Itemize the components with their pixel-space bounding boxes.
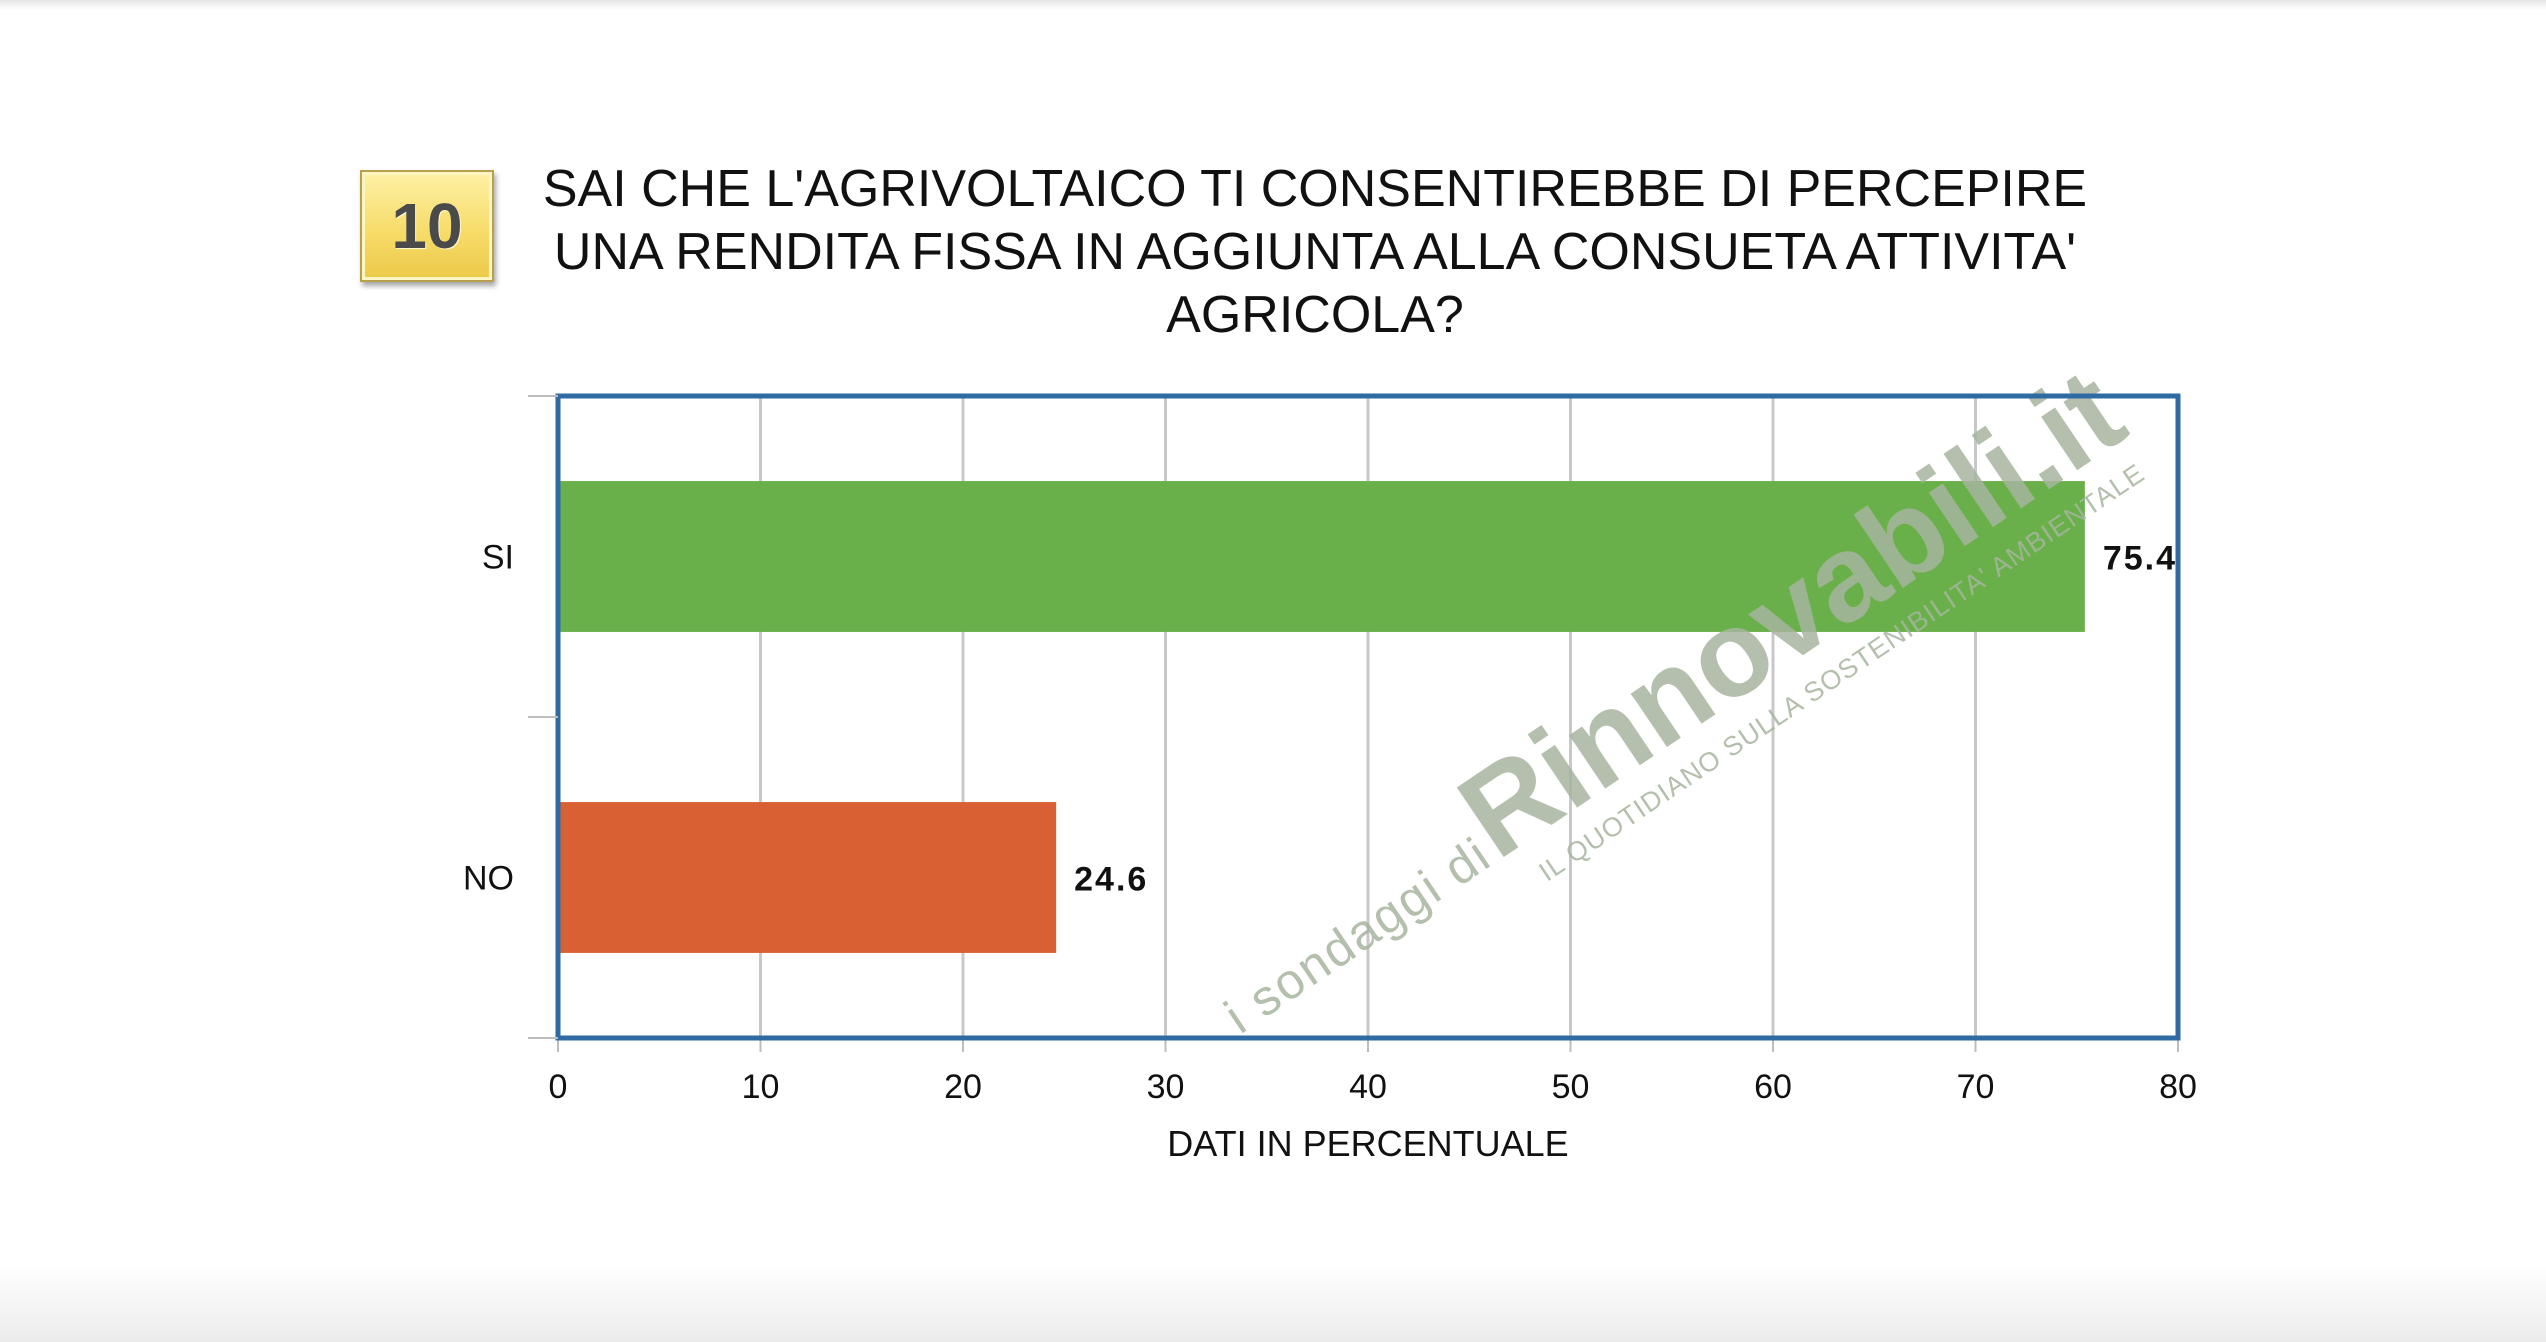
- x-tick-label: 80: [2159, 1068, 2197, 1106]
- question-title-line: AGRICOLA?: [1166, 286, 1464, 344]
- x-tick-label: 0: [549, 1068, 568, 1106]
- question-title: SAI CHE L'AGRIVOLTAICO TI CONSENTIREBBE …: [500, 158, 2130, 347]
- watermark: i sondaggi di Rinnovabili.it IL QUOTIDIA…: [1215, 342, 2150, 1044]
- x-tick-label: 70: [1957, 1068, 1995, 1106]
- question-number: 10: [391, 190, 463, 262]
- x-tick-label: 20: [944, 1068, 982, 1106]
- question-title-line: UNA RENDITA FISSA IN AGGIUNTA ALLA CONSU…: [553, 223, 2077, 281]
- watermark-prefix: i sondaggi di: [1215, 826, 1501, 1044]
- x-tick-label: 60: [1754, 1068, 1792, 1106]
- bottom-edge: [0, 1262, 2546, 1342]
- category-label: SI: [482, 539, 514, 577]
- category-label: NO: [463, 860, 514, 898]
- top-edge: [0, 0, 2546, 10]
- question-title-line: SAI CHE L'AGRIVOLTAICO TI CONSENTIREBBE …: [542, 160, 2088, 218]
- x-tick-label: 40: [1349, 1068, 1387, 1106]
- y-axis-ticks: [528, 395, 558, 1039]
- x-tick-label: 30: [1147, 1068, 1185, 1106]
- bar-si: [558, 481, 2085, 632]
- x-axis-title: DATI IN PERCENTUALE: [1167, 1123, 1568, 1164]
- question-number-badge: 10: [360, 170, 494, 282]
- bar-no: [558, 802, 1057, 953]
- x-tick-label: 50: [1552, 1068, 1590, 1106]
- x-tick-label: 10: [742, 1068, 780, 1106]
- data-label: 75.4: [2103, 540, 2177, 578]
- labels: 0 10 20 30 40 50 60 70 80 SI 75.4 NO 24.6: [463, 539, 2197, 1107]
- bars: [558, 481, 2085, 953]
- data-label: 24.6: [1074, 861, 1148, 899]
